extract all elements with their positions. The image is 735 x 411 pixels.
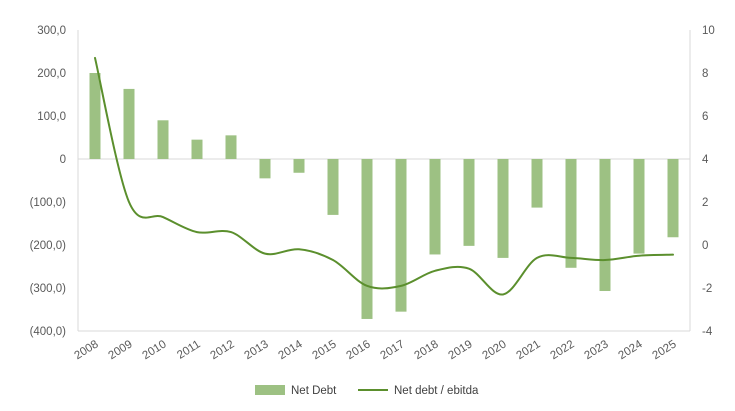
x-tick-label: 2021 bbox=[515, 338, 543, 362]
right-tick-label: -2 bbox=[702, 283, 712, 295]
x-tick-label: 2011 bbox=[175, 338, 202, 361]
x-tick-label: 2024 bbox=[617, 338, 646, 362]
left-tick-label: 200,0 bbox=[37, 68, 66, 80]
bar-net-debt-2011 bbox=[191, 139, 203, 159]
bar-net-debt-2016 bbox=[361, 159, 373, 319]
left-tick-label: (300,0) bbox=[30, 283, 67, 295]
x-tick-label: 2012 bbox=[209, 338, 237, 362]
x-tick-label: 2014 bbox=[277, 338, 306, 362]
bar-net-debt-2022 bbox=[565, 159, 577, 268]
x-tick-label: 2008 bbox=[73, 338, 101, 362]
right-tick-label: 8 bbox=[702, 68, 708, 80]
net-debt-ebitda-line-group bbox=[94, 56, 674, 296]
bar-net-debt-2021 bbox=[531, 159, 543, 208]
right-tick-label: -4 bbox=[702, 326, 713, 338]
x-tick-label: 2025 bbox=[651, 338, 679, 362]
right-tick-label: 6 bbox=[702, 111, 708, 123]
legend-label-net-debt: Net Debt bbox=[291, 385, 337, 397]
bar-net-debt-2017 bbox=[395, 159, 407, 312]
legend: Net Debt Net debt / ebitda bbox=[255, 385, 479, 397]
bar-net-debt-2014 bbox=[293, 159, 305, 173]
left-tick-label: 100,0 bbox=[37, 111, 66, 123]
x-tick-label: 2020 bbox=[481, 338, 509, 362]
bar-net-debt-2013 bbox=[259, 159, 271, 179]
bar-net-debt-2008 bbox=[89, 73, 101, 159]
left-tick-label: (100,0) bbox=[30, 197, 67, 209]
left-tick-label: (400,0) bbox=[30, 326, 67, 338]
x-tick-label: 2023 bbox=[583, 338, 611, 362]
bar-net-debt-2023 bbox=[599, 159, 611, 292]
bar-net-debt-2019 bbox=[463, 159, 475, 246]
bar-net-debt-2020 bbox=[497, 159, 509, 258]
x-tick-label: 2017 bbox=[379, 338, 407, 362]
x-tick-label: 2016 bbox=[345, 338, 373, 362]
net-debt-bars bbox=[89, 73, 679, 319]
left-tick-label: 0 bbox=[60, 154, 66, 166]
x-tick-label: 2010 bbox=[141, 338, 169, 362]
x-tick-label: 2013 bbox=[243, 338, 271, 362]
bar-net-debt-2018 bbox=[429, 159, 441, 255]
right-tick-label: 10 bbox=[702, 25, 715, 37]
legend-swatch-net-debt bbox=[255, 385, 285, 395]
bar-net-debt-2012 bbox=[225, 135, 237, 159]
right-y-axis: 10 8 6 4 2 0 -2 -4 bbox=[702, 25, 715, 338]
left-y-axis: 300,0 200,0 100,0 0 (100,0) (200,0) (300,0) (40… bbox=[30, 25, 67, 338]
bar-net-debt-2024 bbox=[633, 159, 645, 254]
bar-net-debt-2015 bbox=[327, 159, 339, 215]
bar-net-debt-2009 bbox=[123, 88, 135, 159]
x-tick-label: 2019 bbox=[447, 338, 475, 362]
right-tick-label: 2 bbox=[702, 197, 708, 209]
line-net-debt-ebitda bbox=[94, 56, 674, 296]
right-tick-label: 4 bbox=[702, 154, 709, 166]
x-axis: 2008 2009 2010 2011 2012 2013 2014 2015 2016 2017… bbox=[73, 338, 679, 362]
left-tick-label: (200,0) bbox=[30, 240, 67, 252]
legend-label-net-debt-ebitda: Net debt / ebitda bbox=[394, 385, 479, 397]
right-tick-label: 0 bbox=[702, 240, 708, 252]
bar-net-debt-2010 bbox=[157, 120, 169, 159]
x-tick-label: 2022 bbox=[549, 338, 577, 362]
plot-area bbox=[77, 30, 691, 332]
left-tick-label: 300,0 bbox=[37, 25, 66, 37]
bar-net-debt-2025 bbox=[667, 159, 679, 238]
x-tick-label: 2009 bbox=[107, 338, 135, 362]
x-tick-label: 2018 bbox=[413, 338, 441, 362]
x-tick-label: 2015 bbox=[311, 338, 339, 362]
